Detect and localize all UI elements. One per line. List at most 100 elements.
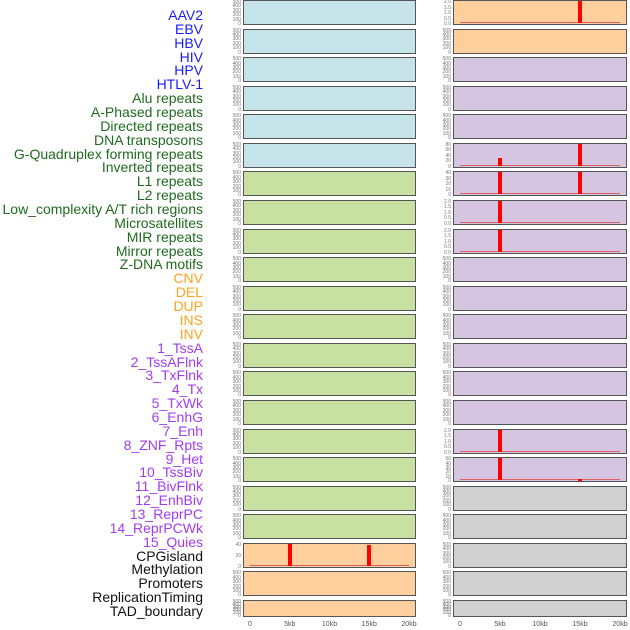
- baseline: [460, 193, 620, 195]
- y-tick-label: 300: [442, 493, 451, 500]
- y-tick-label: 100: [232, 388, 241, 394]
- data-bar: [287, 543, 292, 566]
- y-tick-label: 400: [232, 460, 241, 467]
- track-panel-right: [453, 228, 627, 254]
- y-tick-label: 400: [232, 3, 241, 10]
- x-tick-label: 15kb: [572, 621, 588, 628]
- y-tick-label: 400: [442, 601, 451, 608]
- track-label: 7_Enh: [162, 422, 203, 439]
- y-tick-label: 400: [442, 346, 451, 353]
- data-bar: [578, 1, 582, 23]
- track-panel-right: [453, 257, 627, 283]
- y-tick-label: 500: [442, 256, 451, 263]
- y-tick-label: 500: [442, 484, 451, 491]
- x-tick-label: 0: [458, 621, 462, 628]
- y-tick-label: 1.0: [444, 438, 451, 445]
- y-tick-label: 400: [232, 31, 241, 38]
- y-tick-label: 300: [232, 407, 241, 414]
- y-tick-label: 10: [445, 473, 451, 480]
- y-tick-label: 1.5: [444, 4, 451, 11]
- track-panel-left: [243, 571, 416, 597]
- y-tick-label: 300: [442, 604, 451, 611]
- x-tick-label: 10kb: [532, 621, 548, 628]
- y-tick-label: 500: [442, 56, 451, 63]
- y-tick-label: 0: [238, 49, 241, 56]
- track-label: CPGisland: [136, 547, 203, 564]
- y-tick-label: 1.5: [444, 233, 451, 240]
- y-tick-label: 300: [442, 379, 451, 386]
- y-tick-label: 40: [235, 541, 241, 548]
- y-tick-label: 100: [232, 416, 241, 423]
- y-tick-label: 400: [232, 174, 241, 181]
- y-tick-label: 400: [232, 260, 241, 267]
- baseline: [460, 22, 620, 23]
- track-panel-left: [243, 257, 416, 283]
- y-tick-label: 500: [232, 599, 241, 605]
- x-tick-label: 5kb: [494, 621, 506, 628]
- y-tick-label: 100: [232, 302, 241, 309]
- track-panel-left: [243, 171, 416, 197]
- y-tick-label: 100: [232, 359, 241, 366]
- y-tick-label: 300: [442, 322, 451, 329]
- y-tick-label: 2.0: [444, 0, 451, 5]
- track-label: HBV: [174, 34, 203, 51]
- y-tick-label: 200: [442, 355, 451, 362]
- y-tick-label: 400: [442, 117, 451, 124]
- y-tick-label: 200: [232, 297, 241, 304]
- y-tick-label: 100: [442, 273, 451, 280]
- track-panel-left: [243, 142, 416, 168]
- y-tick-label: 300: [232, 322, 241, 329]
- track-label: Methylation: [131, 561, 203, 578]
- y-tick-label: 300: [442, 64, 451, 71]
- y-tick-label: 200: [442, 607, 451, 614]
- y-tick-label: 0: [448, 506, 451, 513]
- y-tick-label: 100: [442, 359, 451, 366]
- y-tick-label: 500: [442, 599, 451, 605]
- y-tick-label: 100: [232, 610, 241, 617]
- y-tick-label: 200: [232, 526, 241, 533]
- baseline: [460, 250, 620, 252]
- y-tick-label: 300: [232, 350, 241, 357]
- track-label: 11_BivFlnk: [134, 478, 203, 495]
- y-tick-label: 300: [232, 493, 241, 500]
- y-tick-label: 200: [232, 440, 241, 447]
- y-tick-label: 400: [232, 146, 241, 153]
- y-tick-label: 200: [232, 355, 241, 362]
- y-tick-label: 300: [232, 122, 241, 129]
- y-tick-label: 0.5: [444, 215, 451, 222]
- y-tick-label: 0: [238, 278, 241, 285]
- y-tick-label: 300: [442, 293, 451, 300]
- y-tick-label: 20: [445, 181, 451, 188]
- y-tick-label: 2.0: [444, 198, 451, 205]
- y-tick-label: 0: [448, 535, 451, 542]
- y-tick-label: 1.0: [444, 10, 451, 16]
- y-tick-label: 100: [442, 73, 451, 80]
- track-label: Alu repeats: [132, 90, 203, 107]
- y-tick-label: 200: [442, 297, 451, 304]
- y-tick-label: 100: [232, 588, 241, 594]
- y-tick-label: 400: [232, 374, 241, 381]
- y-tick-label: 0: [238, 192, 241, 199]
- y-tick-label: 100: [442, 302, 451, 309]
- y-tick-label: 40: [445, 460, 451, 467]
- data-bar: [498, 158, 502, 166]
- y-tick-label: 200: [232, 412, 241, 419]
- track-label: L1 repeats: [136, 173, 203, 190]
- y-tick-label: 300: [232, 579, 241, 586]
- y-tick-label: 1.0: [444, 209, 451, 216]
- baseline: [460, 450, 620, 452]
- track-label: 2_TssAFlnk: [130, 353, 203, 370]
- y-tick-label: 0: [238, 478, 241, 485]
- y-tick-label: 0: [238, 535, 241, 542]
- track-panel-left: [243, 85, 416, 111]
- y-tick-label: 1.0: [444, 238, 451, 245]
- y-tick-label: 500: [232, 198, 241, 205]
- track-panel-right: [453, 342, 627, 368]
- y-tick-label: 300: [442, 93, 451, 100]
- y-tick-label: 0: [238, 563, 241, 570]
- y-tick-label: 500: [232, 284, 241, 291]
- y-tick-label: 400: [232, 60, 241, 67]
- y-tick-label: 100: [232, 530, 241, 537]
- x-tick-label: 10kb: [321, 621, 338, 628]
- y-tick-label: 400: [232, 289, 241, 296]
